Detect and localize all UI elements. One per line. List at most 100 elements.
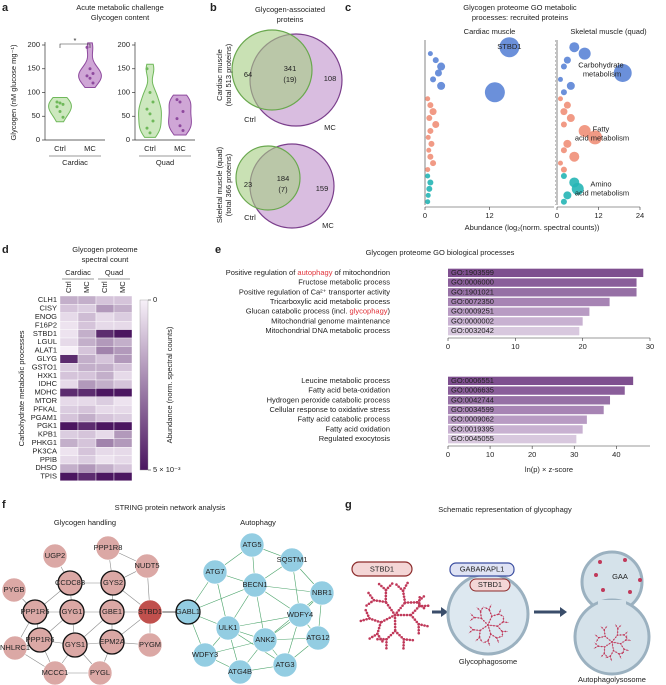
- glycogen-branch: [605, 636, 613, 643]
- heatmap-cell: [95, 472, 115, 481]
- glycogen-dot: [479, 611, 482, 613]
- heatmap-cell: [113, 405, 133, 414]
- glycogen-branch: [611, 641, 614, 651]
- glycogen-dot: [489, 618, 492, 621]
- glycogen-dot: [609, 655, 611, 658]
- glycogen-dot: [499, 610, 501, 613]
- panel-label: g: [345, 499, 352, 511]
- glycogen-dot: [480, 614, 482, 616]
- glycogen-dot: [491, 615, 493, 617]
- violin: [168, 94, 192, 136]
- network-node: [239, 532, 265, 558]
- glycogen-dot: [488, 629, 491, 632]
- venn-title: Glycogen-associated: [255, 5, 325, 14]
- glycogen-dot: [472, 628, 474, 631]
- heatmap-cell: [95, 413, 115, 423]
- node-label: PPP1R6: [26, 635, 55, 644]
- glycogen-dot: [370, 600, 373, 604]
- glycogen-dot: [423, 624, 426, 627]
- column-label: Ctrl: [100, 281, 109, 293]
- x-tick-label: 30: [570, 450, 578, 459]
- significance-bracket: [59, 43, 91, 48]
- network-node: [192, 642, 218, 668]
- legend-label: Carbohydrate metabolism: [578, 60, 626, 78]
- venn-circle-ctrl: [235, 145, 301, 211]
- heatmap-cell: [95, 438, 115, 448]
- bubble: [426, 185, 433, 192]
- row-label: DHSO: [35, 463, 57, 472]
- bar-label: GO:0034599: [451, 405, 494, 414]
- bubble: [613, 63, 632, 82]
- heatmap-cell: [77, 371, 97, 381]
- network-node: [99, 629, 125, 655]
- glycogen-dot: [505, 621, 508, 624]
- bar-label: GO:0000002: [451, 316, 494, 325]
- x-tick-label: Ctrl: [144, 144, 156, 153]
- glycogen-dot: [411, 611, 415, 615]
- glycogen-dot: [612, 649, 615, 652]
- glycogen-dot: [499, 623, 501, 626]
- venn-count: 64: [244, 70, 252, 79]
- glycogen-dot: [606, 637, 609, 639]
- x-tick-label: 10: [486, 450, 494, 459]
- bar: [448, 386, 625, 395]
- node-label: ATG12: [306, 633, 329, 642]
- glycogen-dot: [490, 624, 492, 627]
- glycogen-dot: [484, 641, 487, 643]
- schematic-label: Glycophagosome: [459, 657, 517, 666]
- heatmap-cell: [59, 463, 79, 473]
- venn-legend: Ctrl: [244, 115, 256, 124]
- glycogen-dot: [479, 610, 482, 612]
- glycogen-dot: [372, 598, 376, 602]
- heatmap-cell: [77, 295, 97, 305]
- heatmap-cell: [95, 354, 115, 364]
- heatmap-cell: [95, 447, 115, 456]
- panel-label: b: [210, 2, 217, 14]
- glycogen-particle: [593, 624, 631, 662]
- bubble: [428, 140, 435, 147]
- bubble: [427, 153, 434, 160]
- glycogen-dot: [413, 618, 417, 621]
- glycogen-dot: [362, 618, 365, 622]
- panel-label: d: [2, 244, 9, 256]
- text-part: metabolism: [583, 69, 621, 78]
- glycogen-dot: [367, 591, 370, 595]
- heatmap-cell: [59, 455, 79, 465]
- bubble: [557, 96, 563, 102]
- glycogen-dot: [393, 622, 397, 626]
- glycogen-branch: [377, 633, 383, 642]
- network-node: [279, 547, 305, 573]
- network-node: [57, 570, 83, 596]
- bar: [448, 326, 580, 336]
- venn-side-label: Cardiac muscle: [215, 49, 224, 101]
- data-point: [55, 100, 59, 104]
- data-point: [145, 107, 149, 111]
- node-label: GABL1: [176, 607, 200, 616]
- heatmap-cell: [59, 421, 79, 431]
- colorbar: [139, 299, 149, 471]
- y-tick-label: 0: [126, 135, 130, 144]
- row-label: LGUL: [37, 337, 57, 346]
- gabarapl1-box: [449, 562, 515, 577]
- heatmap-cell: [95, 455, 115, 465]
- bubble: [560, 166, 567, 173]
- network-node: [287, 602, 313, 628]
- heatmap-cell: [113, 430, 133, 439]
- gaa-dot: [601, 588, 605, 592]
- heatmap-cell: [59, 329, 79, 339]
- category-label: Mitochondrial genome maintenance: [271, 316, 390, 325]
- glycogen-dot: [415, 620, 419, 624]
- heatmap-cell: [77, 329, 97, 339]
- glycogen-dot: [385, 617, 389, 621]
- glycogen-dot: [625, 632, 628, 634]
- glycogen-dot: [418, 602, 421, 606]
- heatmap-cell: [59, 413, 79, 423]
- glycogen-dot: [601, 645, 603, 648]
- heatmap-cell: [77, 455, 97, 465]
- glycogen-branch: [487, 624, 491, 635]
- y-tick-label: 200: [27, 40, 40, 49]
- glycogen-dot: [381, 640, 384, 643]
- glycogen-dot: [415, 601, 419, 604]
- network-node: [215, 615, 241, 641]
